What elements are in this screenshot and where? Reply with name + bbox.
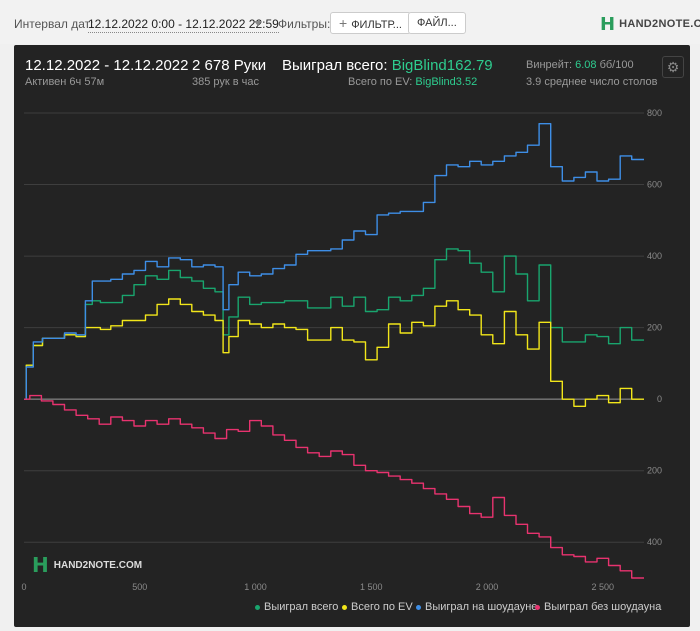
y-tick-label: 600: [647, 180, 662, 190]
legend-dot: [535, 604, 540, 610]
series-ev-line: [24, 298, 644, 407]
winrate-unit: бб/100: [599, 59, 634, 71]
watermark: H HAND2NOTE.COM: [32, 553, 142, 577]
period: 12.12.2022 - 12.12.2022: [25, 57, 189, 74]
series-total-line: [24, 248, 644, 400]
winrate-value: 6.08: [575, 59, 597, 71]
series-nonshowdown-line: [24, 394, 644, 579]
legend-label: Выиграл всего: [264, 601, 339, 613]
interval-label: Интервал дат:: [14, 17, 94, 31]
gear-icon[interactable]: ⚙: [662, 56, 684, 78]
y-tick-label: 0: [657, 394, 662, 404]
filter-button-label: ФИЛЬТР...: [351, 19, 402, 31]
active-time: Активен 6ч 57м: [25, 76, 105, 88]
date-range-selector[interactable]: 12.12.2022 0:00 - 12.12.2022 22:59: [88, 17, 279, 33]
h-logo-icon: H: [600, 13, 616, 35]
file-button[interactable]: ФАЙЛ...: [408, 12, 466, 34]
filters-label: Фильтры:: [278, 17, 331, 31]
legend-label: Выиграл без шоудауна: [544, 601, 662, 613]
legend-dot: [342, 604, 347, 610]
won-value: BigBlind162.79: [391, 57, 493, 74]
legend-label: Всего по EV: [351, 601, 413, 613]
x-tick-label: 500: [132, 582, 147, 592]
won-label: Выиграл всего:: [282, 57, 388, 74]
legend-label: Выиграл на шоудауне: [425, 601, 538, 613]
filter-button[interactable]: + ФИЛЬТР...: [330, 12, 411, 34]
y-tick-label: 400: [647, 537, 662, 547]
x-tick-label: 2 500: [592, 582, 615, 592]
x-tick-label: 1 000: [244, 582, 267, 592]
y-tick-label: 800: [647, 108, 662, 118]
plus-icon: +: [339, 15, 348, 31]
legend-item-ev[interactable]: Всего по EV: [342, 601, 413, 613]
winrate-label: Винрейт:: [526, 59, 573, 71]
h-logo-icon: H: [32, 553, 49, 577]
chevron-down-icon[interactable]: [254, 21, 262, 26]
hand2note-logo: H HAND2NOTE.COM: [600, 13, 700, 35]
logo-text: HAND2NOTE.COM: [619, 18, 700, 30]
hands-count: 2 678 Руки: [192, 57, 267, 74]
toolbar: Интервал дат: 12.12.2022 0:00 - 12.12.20…: [0, 0, 700, 44]
watermark-text: HAND2NOTE.COM: [53, 559, 143, 571]
ev-label: Всего по EV:: [348, 76, 413, 88]
ev-value: BigBlind3.52: [415, 76, 478, 88]
bankroll-chart: 800 600 400 200 0 200 400 0 500 1 000 1 500 2 000 2 …: [21, 108, 662, 592]
won-total: Выиграл всего: BigBlind162.79: [282, 57, 493, 74]
legend-item-nonshowdown[interactable]: Выиграл без шоудауна: [535, 601, 661, 613]
legend-item-total[interactable]: Выиграл всего: [255, 601, 338, 613]
x-tick-label: 0: [21, 582, 26, 592]
winrate: Винрейт: 6.08 бб/100: [526, 59, 634, 71]
legend-dot: [416, 604, 421, 610]
ev-total: Всего по EV: BigBlind3.52: [348, 76, 477, 88]
y-tick-label: 200: [647, 466, 662, 476]
y-tick-label: 200: [647, 323, 662, 333]
x-tick-label: 1 500: [360, 582, 383, 592]
graph-panel: 12.12.2022 - 12.12.2022 Активен 6ч 57м 2…: [14, 45, 690, 627]
hands-per-hour: 385 рук в час: [192, 76, 260, 88]
series-showdown-line: [24, 123, 644, 400]
avg-tables: 3.9 среднее число столов: [526, 76, 658, 88]
legend-item-showdown[interactable]: Выиграл на шоудауне: [416, 601, 537, 613]
legend-dot: [255, 604, 260, 610]
x-tick-label: 2 000: [476, 582, 499, 592]
y-tick-label: 400: [647, 251, 662, 261]
